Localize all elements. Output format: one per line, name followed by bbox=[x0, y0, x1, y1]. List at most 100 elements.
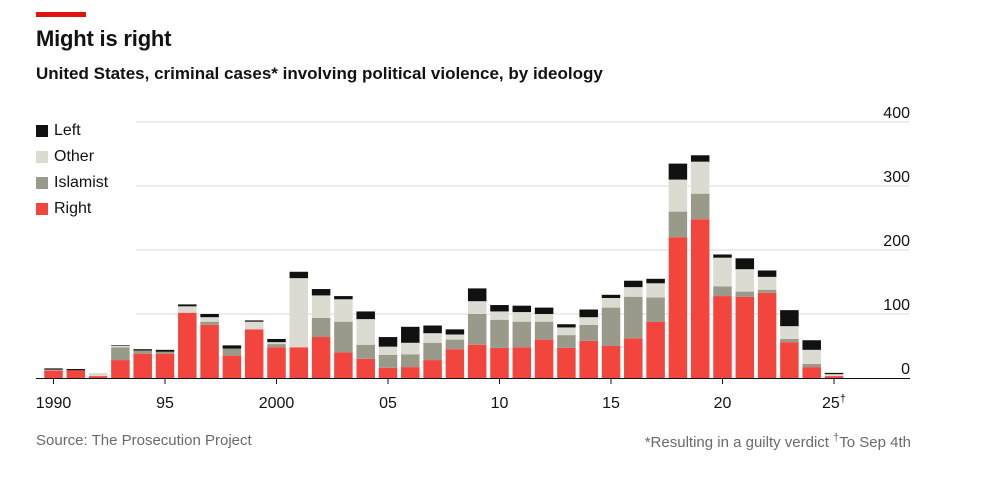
y-tick-label-300: 300 bbox=[883, 169, 910, 186]
bar-islamist-2005 bbox=[378, 354, 398, 368]
bar-other-2006 bbox=[401, 342, 420, 355]
gridlines: 0 100 200 300 400 bbox=[136, 105, 910, 378]
bar-left-2017 bbox=[646, 278, 665, 284]
bar-other-2001 bbox=[289, 278, 309, 348]
bar-left-1995 bbox=[155, 349, 175, 352]
bar-left-2014 bbox=[579, 309, 598, 318]
bar-islamist-2002 bbox=[311, 317, 331, 338]
bar-islamist-2018 bbox=[668, 211, 688, 238]
bar-islamist-2024 bbox=[802, 363, 821, 368]
bar-islamist-1995 bbox=[155, 351, 175, 354]
bar-other-2004 bbox=[356, 319, 375, 345]
bar-other-2014 bbox=[579, 317, 598, 325]
bar-right-2021 bbox=[735, 296, 755, 378]
bar-right-2015 bbox=[601, 346, 621, 378]
y-tick-label-200: 200 bbox=[883, 233, 910, 250]
x-axis: 1990 95 2000 05 10 15 20 25† bbox=[36, 378, 910, 412]
bar-islamist-2014 bbox=[579, 324, 598, 341]
legend: Left Other Islamist Right bbox=[36, 118, 108, 222]
bar-left-1998 bbox=[222, 345, 242, 349]
bar-other-2015 bbox=[601, 298, 621, 308]
bar-islamist-2023 bbox=[780, 338, 799, 343]
bar-right-2006 bbox=[401, 367, 420, 378]
bar-left-2022 bbox=[757, 270, 777, 277]
bar-left-2020 bbox=[713, 254, 732, 258]
bar-other-2016 bbox=[624, 287, 643, 297]
legend-swatch-left bbox=[36, 125, 48, 137]
bar-islamist-1997 bbox=[200, 321, 219, 325]
x-tick-label-2005: 05 bbox=[379, 395, 397, 412]
bar-islamist-2003 bbox=[334, 321, 353, 353]
footnote: *Resulting in a guilty verdict †To Sep 4… bbox=[645, 432, 911, 451]
bar-other-2010 bbox=[490, 311, 509, 320]
bar-other-2019 bbox=[690, 161, 710, 194]
bar-islamist-1993 bbox=[111, 347, 130, 361]
bar-left-1990 bbox=[44, 368, 63, 370]
bar-left-1999 bbox=[244, 320, 264, 322]
x-tick-label-2000: 2000 bbox=[259, 395, 295, 412]
bar-other-2009 bbox=[467, 301, 487, 314]
bar-other-2012 bbox=[534, 314, 554, 322]
bar-other-2000 bbox=[267, 342, 286, 345]
bar-other-2021 bbox=[735, 269, 755, 292]
bar-islamist-1994 bbox=[133, 350, 152, 354]
bar-right-2002 bbox=[311, 337, 331, 378]
legend-swatch-right bbox=[36, 203, 48, 215]
bar-left-2019 bbox=[690, 155, 710, 162]
legend-label-left: Left bbox=[54, 122, 81, 139]
bars bbox=[44, 155, 844, 378]
bar-left-1993 bbox=[111, 345, 130, 346]
bar-left-1991 bbox=[66, 369, 86, 371]
legend-item-islamist: Islamist bbox=[36, 170, 108, 196]
bar-right-2017 bbox=[646, 321, 665, 378]
bar-left-2025 bbox=[824, 372, 844, 375]
bar-left-1997 bbox=[200, 314, 219, 318]
x-tick-label-2015: 15 bbox=[602, 395, 620, 412]
x-tick-label-2020: 20 bbox=[714, 395, 732, 412]
x-tick-label-1990: 1990 bbox=[36, 395, 72, 412]
bar-left-1996 bbox=[178, 304, 197, 307]
bar-other-2008 bbox=[445, 334, 465, 340]
bar-left-2018 bbox=[668, 163, 688, 180]
bar-other-1990 bbox=[44, 369, 63, 371]
bar-left-2008 bbox=[445, 329, 465, 335]
bar-right-1994 bbox=[133, 353, 152, 378]
bar-right-2016 bbox=[624, 338, 643, 378]
bar-islamist-2008 bbox=[445, 339, 465, 350]
x-tick-label-2010: 10 bbox=[491, 395, 509, 412]
bar-other-2003 bbox=[334, 299, 353, 322]
bar-right-1996 bbox=[178, 312, 197, 378]
legend-label-other: Other bbox=[54, 148, 95, 165]
bar-left-2004 bbox=[356, 311, 375, 320]
bar-islamist-2012 bbox=[534, 321, 554, 340]
bar-other-1999 bbox=[244, 321, 264, 330]
bar-islamist-2019 bbox=[690, 193, 710, 220]
bar-right-2025 bbox=[824, 376, 844, 378]
bar-right-2007 bbox=[423, 360, 442, 378]
bar-right-2024 bbox=[802, 367, 821, 378]
bar-right-2000 bbox=[267, 347, 286, 378]
bar-right-2018 bbox=[668, 237, 688, 378]
bar-other-2024 bbox=[802, 349, 821, 364]
legend-swatch-islamist bbox=[36, 177, 48, 189]
bar-islamist-2006 bbox=[401, 354, 420, 368]
bar-right-1992 bbox=[88, 376, 108, 378]
bar-islamist-2022 bbox=[757, 289, 777, 293]
bar-left-2021 bbox=[735, 258, 755, 270]
bar-left-2009 bbox=[467, 288, 487, 302]
bar-left-2013 bbox=[557, 324, 576, 328]
bar-other-2002 bbox=[311, 295, 331, 318]
bar-right-2003 bbox=[334, 352, 353, 378]
x-tick-label-1995: 95 bbox=[156, 395, 174, 412]
bar-islamist-2013 bbox=[557, 335, 576, 348]
bar-right-2004 bbox=[356, 358, 375, 378]
bar-right-2011 bbox=[512, 347, 532, 378]
legend-item-other: Other bbox=[36, 144, 108, 170]
legend-swatch-other bbox=[36, 151, 48, 163]
bar-islamist-2009 bbox=[467, 314, 487, 345]
bar-other-1996 bbox=[178, 306, 197, 313]
bar-right-1998 bbox=[222, 355, 242, 378]
bar-islamist-2000 bbox=[267, 344, 286, 348]
bar-islamist-2007 bbox=[423, 342, 442, 361]
